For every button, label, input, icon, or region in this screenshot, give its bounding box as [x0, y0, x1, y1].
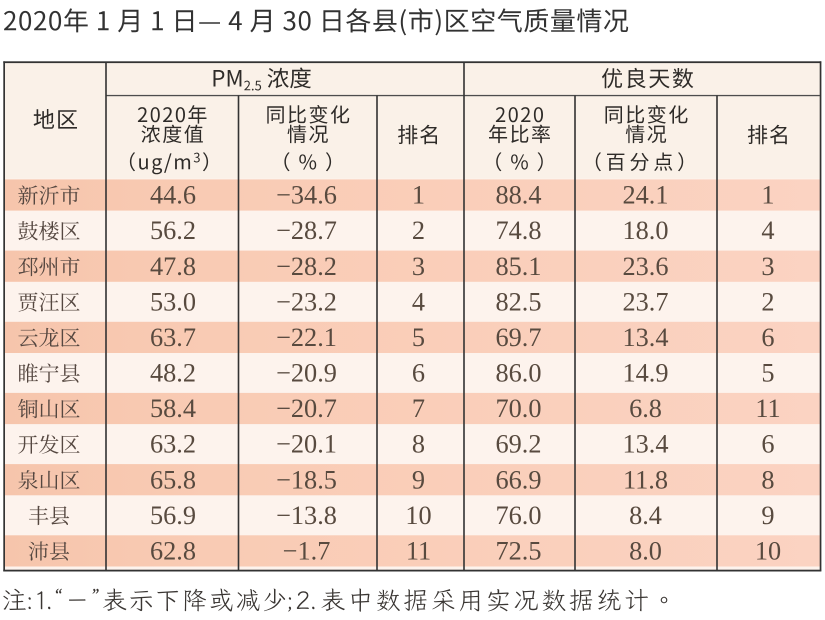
svg-text:11: 11 — [755, 394, 780, 423]
svg-text:−28.2: −28.2 — [276, 252, 337, 281]
svg-text:10: 10 — [755, 537, 781, 566]
svg-text:63.2: 63.2 — [150, 430, 196, 459]
svg-text:62.8: 62.8 — [150, 537, 196, 566]
svg-text:86.0: 86.0 — [495, 359, 541, 388]
svg-text:2: 2 — [412, 216, 425, 245]
svg-text:70.0: 70.0 — [495, 394, 541, 423]
svg-text:6: 6 — [761, 430, 774, 459]
svg-text:82.5: 82.5 — [495, 287, 541, 316]
svg-text:1: 1 — [412, 181, 425, 210]
svg-text:13.4: 13.4 — [622, 323, 668, 352]
svg-text:−20.7: −20.7 — [276, 394, 337, 423]
svg-text:8: 8 — [412, 430, 425, 459]
svg-text:10: 10 — [405, 501, 431, 530]
svg-text:−20.9: −20.9 — [276, 359, 337, 388]
svg-text:13.4: 13.4 — [622, 430, 668, 459]
svg-text:18.0: 18.0 — [622, 216, 668, 245]
svg-text:56.2: 56.2 — [150, 216, 196, 245]
svg-text:76.0: 76.0 — [495, 501, 541, 530]
svg-text:23.7: 23.7 — [622, 287, 668, 316]
svg-text:2: 2 — [761, 287, 774, 316]
svg-text:−20.1: −20.1 — [276, 430, 337, 459]
svg-text:9: 9 — [412, 465, 425, 494]
svg-text:85.1: 85.1 — [495, 252, 541, 281]
svg-text:5: 5 — [761, 359, 774, 388]
svg-text:6: 6 — [761, 323, 774, 352]
svg-text:66.9: 66.9 — [495, 465, 541, 494]
svg-text:11.8: 11.8 — [623, 465, 668, 494]
svg-text:14.9: 14.9 — [622, 359, 668, 388]
svg-text:47.8: 47.8 — [150, 252, 196, 281]
svg-text:−23.2: −23.2 — [276, 287, 337, 316]
svg-text:3: 3 — [412, 252, 425, 281]
svg-text:1: 1 — [761, 181, 774, 210]
svg-text:−34.6: −34.6 — [276, 181, 337, 210]
svg-text:7: 7 — [412, 394, 425, 423]
svg-text:58.4: 58.4 — [150, 394, 196, 423]
svg-text:3: 3 — [761, 252, 774, 281]
svg-text:−18.5: −18.5 — [276, 465, 337, 494]
svg-text:88.4: 88.4 — [495, 181, 541, 210]
svg-text:4: 4 — [761, 216, 774, 245]
svg-text:4: 4 — [412, 287, 425, 316]
svg-text:8.0: 8.0 — [629, 537, 662, 566]
svg-text:53.0: 53.0 — [150, 287, 196, 316]
svg-text:−28.7: −28.7 — [276, 216, 337, 245]
svg-text:69.2: 69.2 — [495, 430, 541, 459]
svg-text:48.2: 48.2 — [150, 359, 196, 388]
svg-text:65.8: 65.8 — [150, 465, 196, 494]
svg-text:9: 9 — [761, 501, 774, 530]
svg-text:11: 11 — [406, 537, 431, 566]
svg-text:8: 8 — [761, 465, 774, 494]
svg-text:24.1: 24.1 — [622, 181, 668, 210]
svg-text:63.7: 63.7 — [150, 323, 196, 352]
svg-text:5: 5 — [412, 323, 425, 352]
svg-text:44.6: 44.6 — [150, 181, 196, 210]
svg-text:−1.7: −1.7 — [283, 537, 331, 566]
svg-text:−13.8: −13.8 — [276, 501, 337, 530]
svg-text:56.9: 56.9 — [150, 501, 196, 530]
svg-text:8.4: 8.4 — [629, 501, 662, 530]
svg-text:72.5: 72.5 — [495, 537, 541, 566]
svg-text:74.8: 74.8 — [495, 216, 541, 245]
svg-text:23.6: 23.6 — [622, 252, 668, 281]
svg-text:−22.1: −22.1 — [276, 323, 337, 352]
svg-text:6: 6 — [412, 359, 425, 388]
svg-text:6.8: 6.8 — [629, 394, 662, 423]
svg-text:69.7: 69.7 — [495, 323, 541, 352]
